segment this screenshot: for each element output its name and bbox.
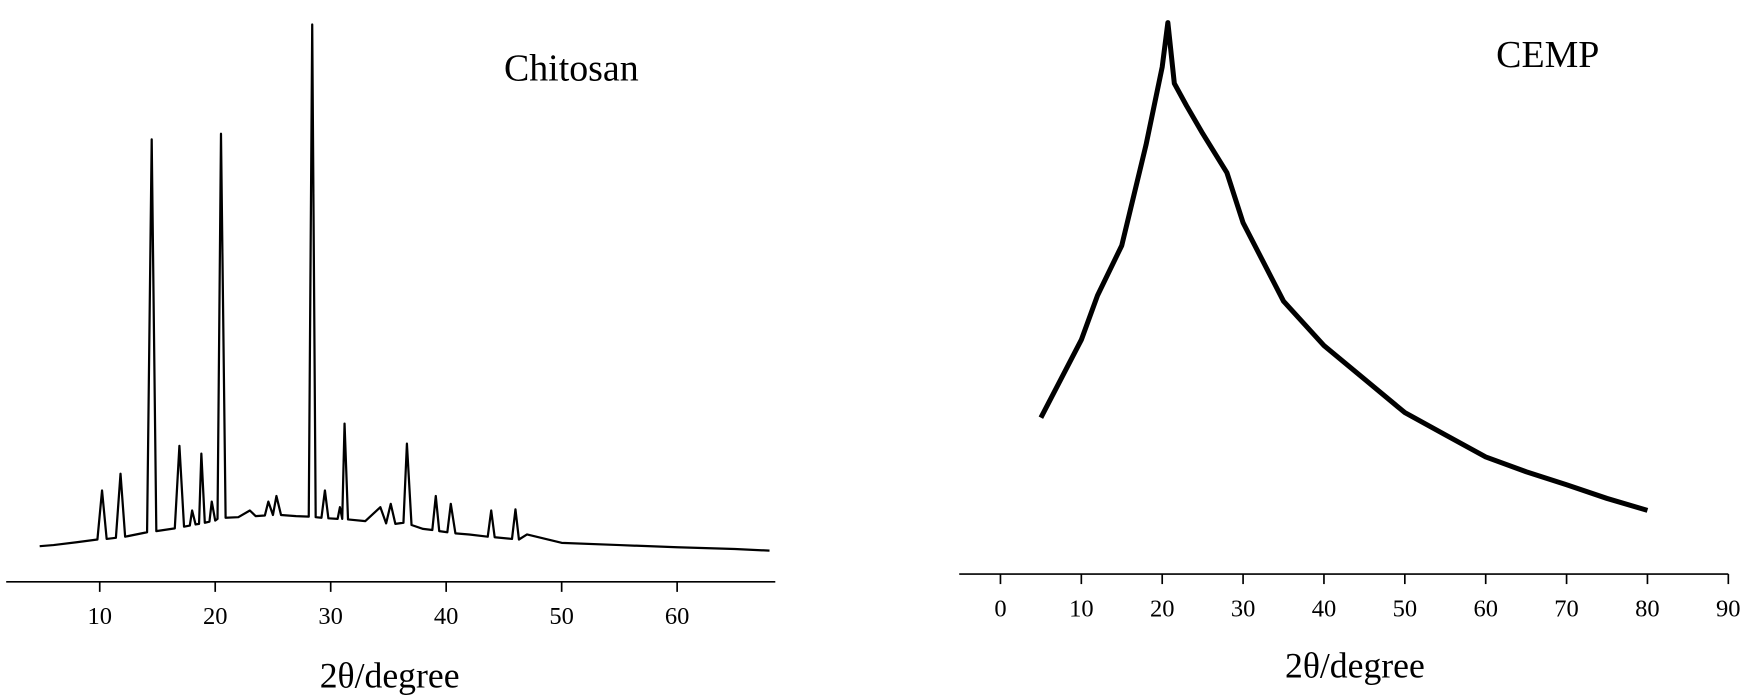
x-tick-label: 90 [1716, 595, 1741, 622]
x-tick-label: 10 [87, 603, 112, 630]
x-tick-label: 50 [1393, 595, 1418, 622]
x-tick-label: 30 [1231, 595, 1256, 622]
x-tick-label: 70 [1554, 595, 1579, 622]
x-tick-label: 60 [1473, 595, 1498, 622]
x-tick-label: 40 [434, 603, 459, 630]
x-tick-label: 60 [665, 603, 690, 630]
x-tick-label: 20 [203, 603, 228, 630]
x-tick-label: 40 [1312, 595, 1337, 622]
x-tick-label: 0 [994, 595, 1006, 622]
chart-title: CEMP [1496, 34, 1599, 76]
x-axis-label: 2θ/degree [320, 656, 460, 696]
data-line [39, 23, 770, 552]
x-tick-label: 30 [318, 603, 343, 630]
x-axis-label: 2θ/degree [1285, 646, 1425, 686]
x-tick-label: 10 [1069, 595, 1094, 622]
x-tick-label: 20 [1150, 595, 1175, 622]
x-tick-label: 80 [1635, 595, 1660, 622]
x-tick-label: 50 [549, 603, 574, 630]
data-line [1038, 20, 1649, 513]
chart-title: Chitosan [504, 47, 639, 89]
